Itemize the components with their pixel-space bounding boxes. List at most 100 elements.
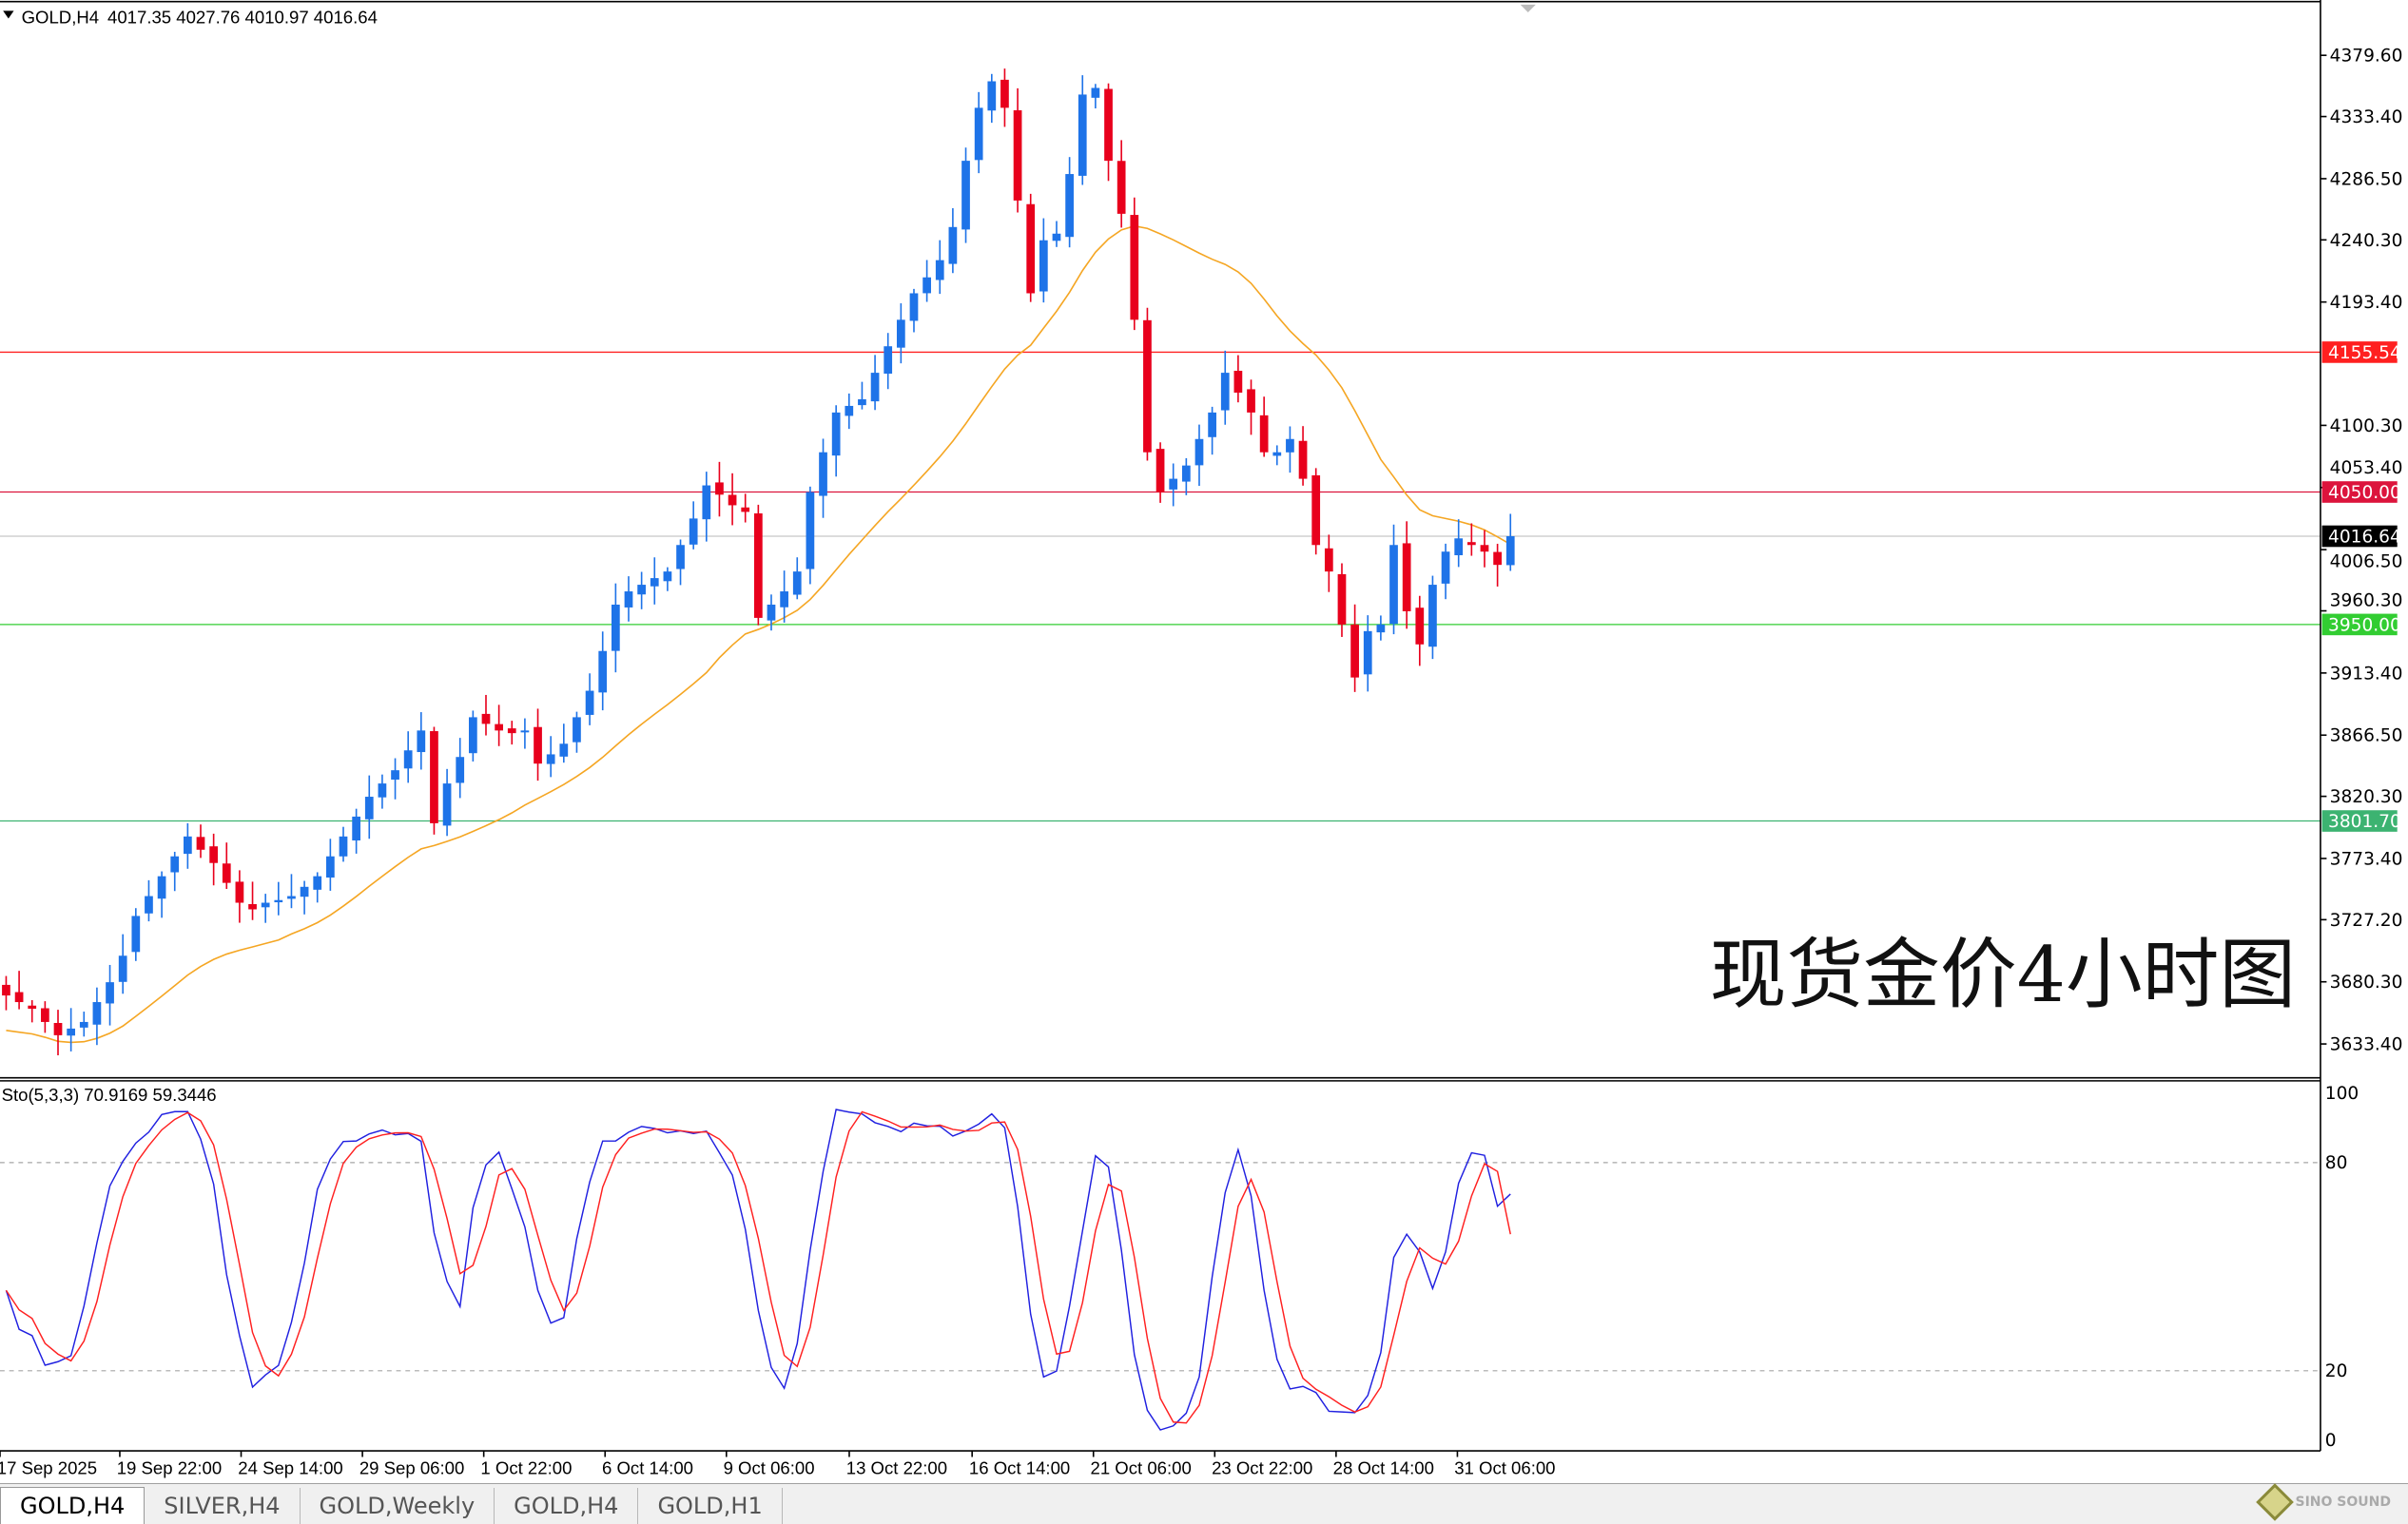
candle-body: [1130, 215, 1139, 320]
stochastic-axis: 100 80 20 0: [2325, 1084, 2359, 1451]
candle-body: [598, 650, 608, 693]
candle-body: [585, 690, 594, 715]
candle-body: [1052, 233, 1061, 241]
level-price-tag: [2321, 525, 2398, 548]
candle-body: [1039, 240, 1048, 292]
candle-body: [1091, 87, 1100, 98]
candle-body: [170, 856, 180, 873]
sto-axis-label: 0: [2325, 1431, 2337, 1451]
candle-body: [1117, 161, 1126, 214]
price-tick-label: 4333.40: [2330, 107, 2403, 127]
price-tick-label: 4006.50: [2330, 551, 2403, 571]
tab-gold-h4-2[interactable]: GOLD,H4: [495, 1488, 639, 1524]
candle-body: [28, 1005, 37, 1010]
candle-body: [106, 982, 114, 1004]
candle-body: [1247, 389, 1255, 413]
price-tick-label: 3820.30: [2330, 787, 2403, 807]
candle-body: [157, 876, 166, 899]
candle-body: [118, 955, 127, 982]
price-tick-label: 4240.30: [2330, 231, 2403, 251]
level-price-tag: [2321, 481, 2398, 503]
candle-body: [559, 743, 569, 757]
candle-body: [741, 507, 750, 512]
candle-body: [53, 1022, 63, 1035]
candle-body: [1259, 415, 1269, 453]
candle-body: [935, 260, 944, 280]
price-tick-label: 4379.60: [2330, 47, 2403, 67]
candle-body: [261, 902, 270, 908]
candle-body: [909, 293, 919, 321]
date-label: 19 Sep 22:00: [117, 1457, 222, 1477]
level-price-label: 4050.00: [2328, 483, 2401, 503]
ohlc-values: 4017.35 4027.76 4010.97 4016.64: [107, 7, 378, 27]
ma-line: [6, 224, 1511, 1044]
candle-body: [222, 863, 231, 883]
candle-body: [92, 1002, 102, 1025]
candle-body: [858, 398, 866, 406]
overlay-title: 现货金价4小时图: [1710, 931, 2296, 1020]
candle-body: [663, 571, 672, 582]
candle-body: [689, 518, 698, 545]
logo-diamond-icon: [2255, 1483, 2294, 1521]
tab-gold-weekly[interactable]: GOLD,Weekly: [301, 1488, 495, 1524]
date-label: 17 Sep 2025: [0, 1457, 97, 1477]
shift-marker-icon[interactable]: [1520, 4, 1536, 12]
date-label: 1 Oct 22:00: [480, 1457, 572, 1477]
candle-body: [1376, 624, 1386, 633]
candle-body: [961, 161, 970, 230]
candle-body: [274, 899, 283, 903]
candle-body: [624, 591, 633, 608]
candle-body: [417, 730, 426, 753]
candle-body: [948, 226, 958, 264]
candle-body: [456, 757, 465, 783]
candle-body: [1013, 110, 1022, 201]
price-tick-label: 4100.30: [2330, 416, 2403, 436]
candle-body: [1402, 543, 1411, 611]
candle-body: [1208, 412, 1216, 437]
candle-body: [845, 405, 854, 416]
date-label: 24 Sep 14:00: [238, 1457, 342, 1477]
candle-body: [974, 107, 983, 161]
candle-body: [1026, 203, 1036, 294]
level-price-label: 3950.00: [2328, 615, 2401, 635]
candle-body: [1363, 630, 1372, 675]
date-axis: 17 Sep 2025 19 Sep 22:00 24 Sep 14:00 29 Se…: [0, 1451, 1556, 1477]
sto-d-line: [5, 1110, 1511, 1424]
stochastic-lines: [0, 1109, 2321, 1431]
candle-body: [209, 846, 218, 863]
level-price-tag: [2321, 613, 2398, 636]
candle-body: [831, 412, 841, 456]
candle-body: [573, 717, 581, 743]
date-label: 6 Oct 14:00: [602, 1457, 693, 1477]
candle-body: [715, 482, 724, 495]
candle-body: [184, 836, 192, 855]
sto-axis-label: 100: [2325, 1084, 2359, 1104]
candle-body: [131, 916, 141, 953]
candle-body: [676, 545, 685, 569]
candle-body: [1233, 370, 1243, 393]
candle-body: [481, 713, 491, 724]
tab-gold-h1[interactable]: GOLD,H1: [638, 1488, 783, 1524]
candle-body: [780, 591, 788, 608]
candle-body: [41, 1008, 49, 1022]
candle-body: [507, 728, 516, 734]
dropdown-triangle-icon[interactable]: [3, 10, 14, 19]
candle-body: [1155, 449, 1165, 492]
candle-body: [67, 1028, 76, 1036]
tab-silver-h4[interactable]: SILVER,H4: [145, 1488, 301, 1524]
candle-body: [1286, 438, 1294, 453]
tab-gold-h4[interactable]: GOLD,H4: [0, 1487, 146, 1524]
level-price-tag: [2321, 810, 2398, 832]
candle-body: [300, 886, 309, 897]
candle-body: [1220, 373, 1230, 411]
candle-body: [637, 585, 646, 595]
candle-body: [1428, 585, 1437, 647]
candle-body: [806, 492, 815, 569]
price-tick-label: 3680.30: [2330, 973, 2403, 993]
candle-body: [819, 452, 827, 496]
candle-body: [1194, 438, 1204, 466]
candle-body: [702, 485, 711, 520]
candle-body: [468, 717, 477, 754]
